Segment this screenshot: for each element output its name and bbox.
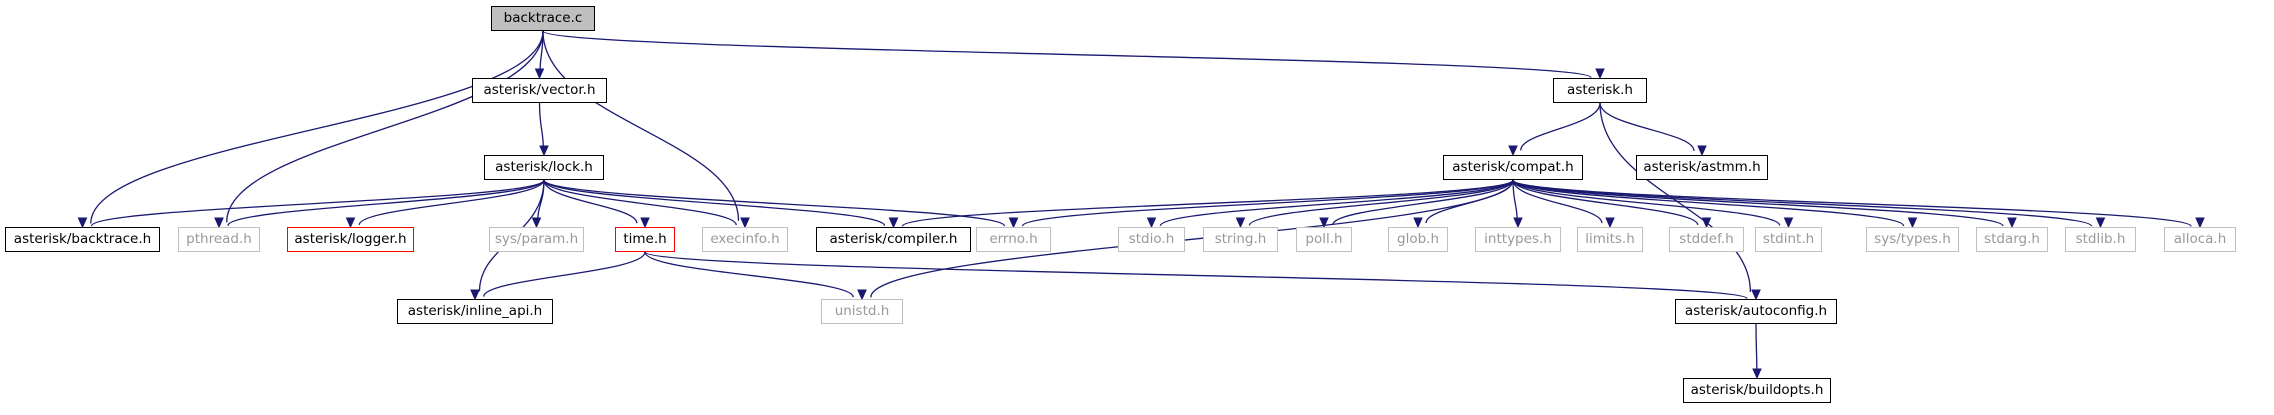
edge-compat_h-stdarg_h (1512, 179, 2004, 227)
arrowhead-lock_h-time_h (640, 217, 650, 229)
edge-lock_h-logger_h (358, 179, 545, 226)
edge-lock_h-time_h (543, 179, 638, 224)
edge-compat_h-stddef_h (1512, 179, 1699, 226)
arrowhead-compat_h-compiler_h (888, 217, 899, 229)
edge-compat_h-poll_h (1332, 179, 1514, 226)
node-time-h[interactable]: time.h (615, 227, 675, 252)
edge-compat_h-errno_h (1021, 179, 1514, 227)
arrowhead-asterisk_h-astmm_h (1697, 145, 1707, 157)
node-vector-h[interactable]: asterisk/vector.h (472, 78, 607, 103)
edge-compat_h-alloca_h (1512, 179, 2192, 227)
edge-time_h-unistd_h (644, 251, 854, 298)
edge-lock_h-backtrace_h (90, 179, 545, 227)
arrowhead-lock_h-sys_param_h (531, 217, 542, 229)
edge-lock_h-pthread_h (227, 179, 545, 227)
node-inttypes-h: inttypes.h (1475, 227, 1561, 252)
node-stdlib-h: stdlib.h (2065, 227, 2136, 252)
edge-asterisk_h-autoconfig_h (1599, 102, 1752, 292)
arrowhead-lock_h-pthread_h (214, 217, 224, 229)
edge-compat_h-stdio_h (1159, 179, 1514, 227)
arrowhead-time_h-autoconfig_h (1751, 289, 1761, 301)
node-inline-api-h[interactable]: asterisk/inline_api.h (397, 299, 553, 324)
arrowhead-compat_h-stdarg_h (2007, 217, 2017, 229)
arrowhead-vector_h-lock_h (539, 145, 549, 157)
edge-time_h-autoconfig_h (644, 251, 1748, 300)
arrowhead-compat_h-stdint_h (1783, 217, 1794, 229)
node-sys-param-h: sys/param.h (489, 227, 584, 252)
edge-compat_h-limits_h (1512, 179, 1603, 224)
arrowhead-compat_h-stddef_h (1701, 217, 1712, 229)
node-limits-h: limits.h (1577, 227, 1643, 252)
arrowhead-compat_h-inttypes_h (1513, 217, 1523, 229)
node-logger-h[interactable]: asterisk/logger.h (287, 227, 414, 252)
arrowhead-compat_h-poll_h (1319, 217, 1329, 229)
node-glob-h: glob.h (1388, 227, 1448, 252)
node-stdarg-h: stdarg.h (1976, 227, 2048, 252)
arrowhead-compat_h-string_h (1235, 217, 1246, 229)
arrowhead-compat_h-sys_types_h (1907, 217, 1918, 229)
edge-compat_h-compiler_h (901, 179, 1514, 227)
edge-lock_h-errno_h (543, 179, 1006, 227)
node-stdint-h: stdint.h (1755, 227, 1822, 252)
edge-compat_h-glob_h (1425, 179, 1514, 224)
node-errno-h: errno.h (976, 227, 1051, 252)
edge-asterisk_h-compat_h (1520, 102, 1601, 151)
arrowhead-backtrace_c-asterisk_h (1595, 68, 1605, 80)
node-unistd-h: unistd.h (821, 299, 903, 324)
node-backtrace-c: backtrace.c (491, 6, 595, 31)
edge-time_h-inline_api_h (483, 251, 646, 297)
arrowhead-compat_h-glob_h (1413, 217, 1423, 229)
edge-compat_h-string_h (1248, 179, 1514, 226)
arrowhead-compat_h-stdio_h (1146, 217, 1157, 229)
edge-compat_h-stdint_h (1512, 179, 1781, 226)
edge-compat_h-stdlib_h (1512, 179, 2093, 227)
arrowhead-lock_h-backtrace_h (77, 217, 88, 229)
arrowhead-autoconfig_h-buildopts_h (1752, 368, 1762, 380)
edge-compat_h-inttypes_h (1512, 179, 1518, 219)
edge-compat_h-sys_types_h (1512, 179, 1905, 227)
arrowhead-asterisk_h-compat_h (1508, 145, 1518, 157)
node-lock-h[interactable]: asterisk/lock.h (484, 155, 604, 180)
edge-backtrace_c-backtrace_h (90, 30, 544, 224)
node-alloca-h: alloca.h (2164, 227, 2236, 252)
arrowhead-compat_h-errno_h (1008, 217, 1019, 229)
edge-lock_h-execinfo_h (543, 179, 737, 226)
edge-backtrace_c-asterisk_h (542, 30, 1592, 79)
node-stddef-h: stddef.h (1669, 227, 1744, 252)
arrowhead-lock_h-logger_h (345, 217, 356, 229)
arrowhead-compat_h-limits_h (1605, 217, 1615, 229)
edge-backtrace_c-execinfo_h (542, 30, 740, 221)
node-string-h: string.h (1203, 227, 1278, 252)
edge-asterisk_h-astmm_h (1599, 102, 1695, 152)
node-compat-h[interactable]: asterisk/compat.h (1443, 155, 1583, 180)
node-backtrace-h[interactable]: asterisk/backtrace.h (5, 227, 160, 252)
arrowhead-compat_h-alloca_h (2195, 217, 2205, 229)
edge-vector_h-lock_h (538, 102, 544, 147)
node-sys-types-h: sys/types.h (1866, 227, 1959, 252)
node-autoconfig-h[interactable]: asterisk/autoconfig.h (1675, 299, 1837, 324)
arrowhead-backtrace_c-vector_h (534, 68, 545, 80)
node-stdio-h: stdio.h (1118, 227, 1185, 252)
node-execinfo-h: execinfo.h (702, 227, 788, 252)
arrowhead-compat_h-unistd_h (857, 289, 867, 301)
arrowhead-time_h-inline_api_h (470, 289, 480, 301)
node-buildopts-h[interactable]: asterisk/buildopts.h (1683, 378, 1831, 403)
edge-autoconfig_h-buildopts_h (1755, 323, 1758, 370)
node-poll-h: poll.h (1296, 227, 1352, 252)
edge-lock_h-compiler_h (543, 179, 886, 227)
edge-backtrace_c-pthread_h (226, 30, 544, 223)
arrowhead-lock_h-execinfo_h (740, 217, 750, 229)
arrowhead-compat_h-stdlib_h (2095, 217, 2106, 229)
node-pthread-h: pthread.h (178, 227, 260, 252)
node-asterisk-h[interactable]: asterisk.h (1553, 78, 1647, 103)
node-astmm-h[interactable]: asterisk/astmm.h (1636, 155, 1768, 180)
node-compiler-h[interactable]: asterisk/compiler.h (816, 227, 971, 252)
